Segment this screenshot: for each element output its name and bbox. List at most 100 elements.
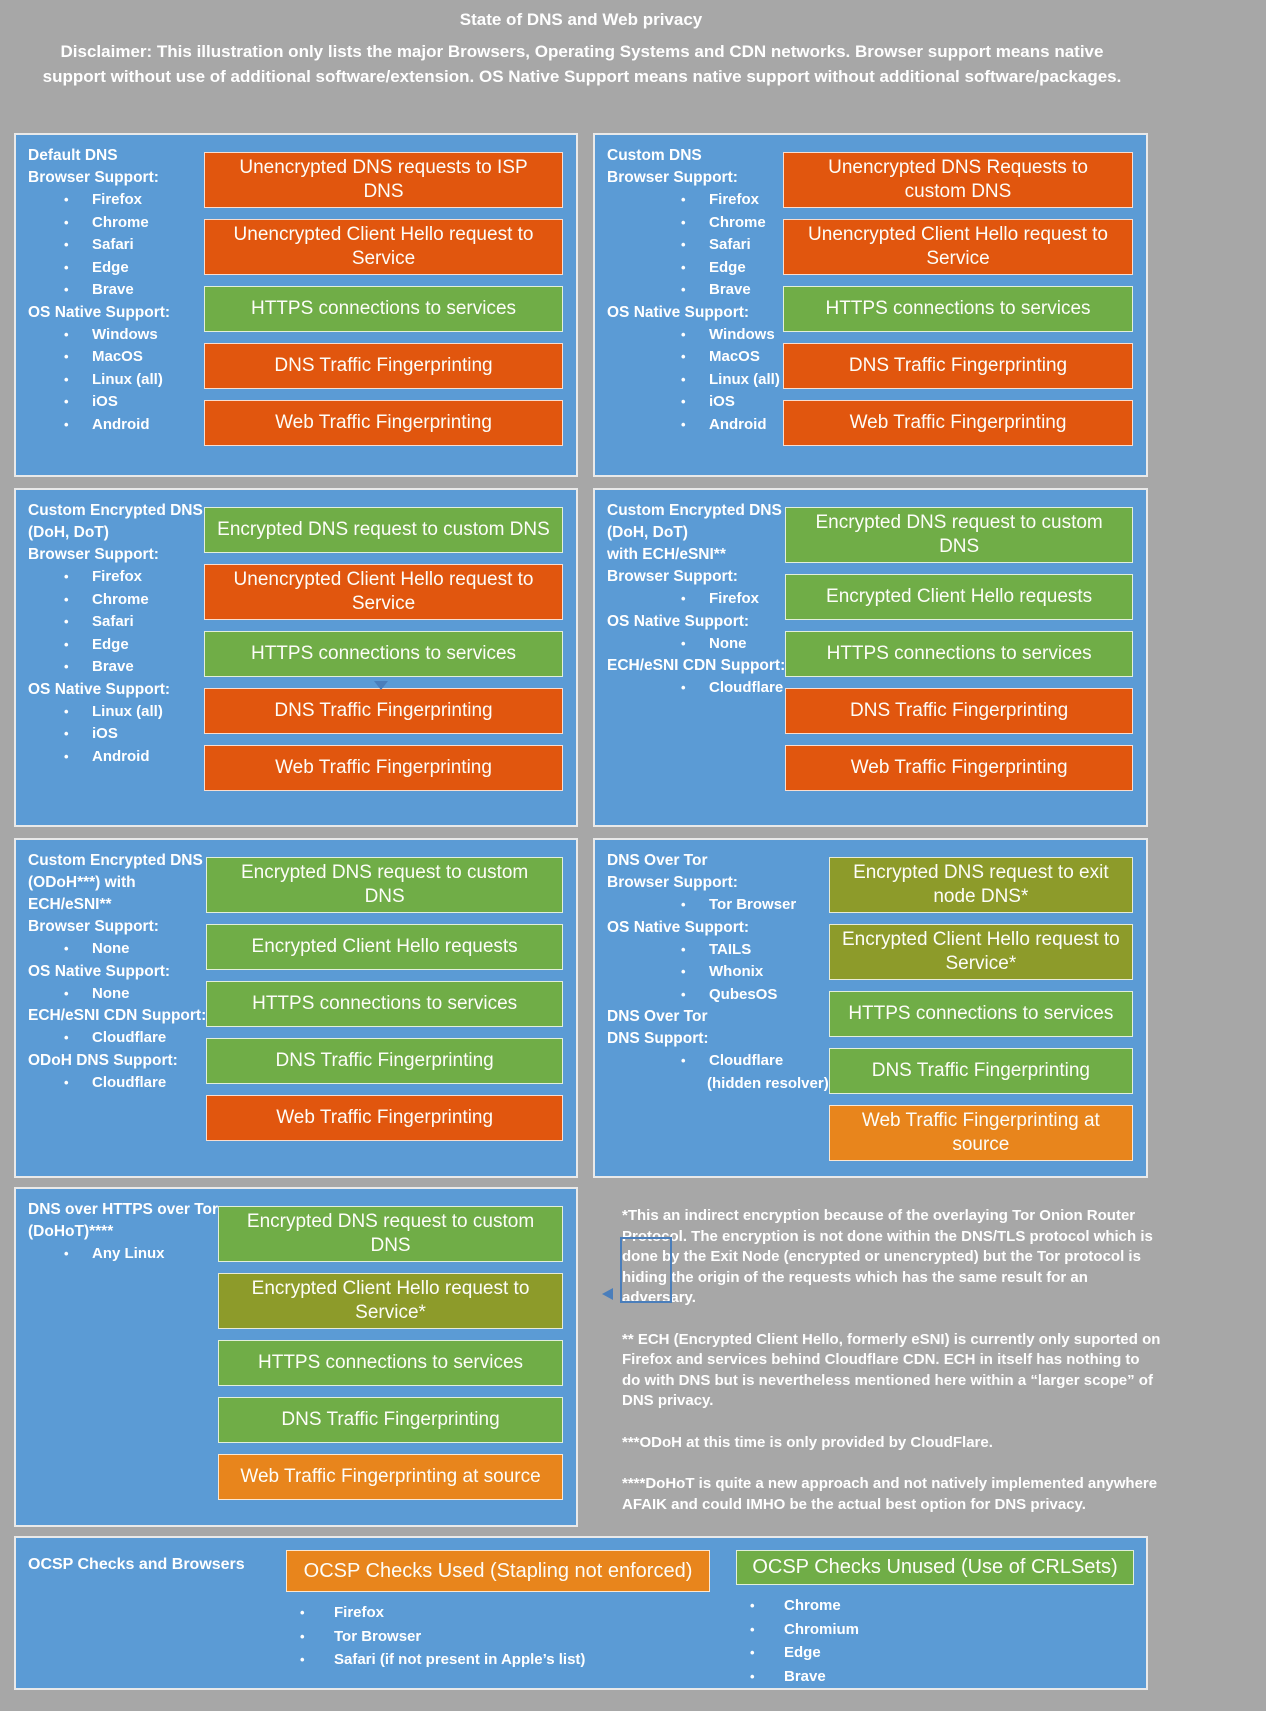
status-bar-bad: Unencrypted Client Hello request to Serv… bbox=[204, 564, 563, 620]
bullet-icon: • bbox=[64, 569, 69, 584]
bullet-icon: • bbox=[64, 416, 69, 432]
bullet-icon: • bbox=[64, 636, 69, 652]
status-bar-good: Encrypted DNS request to custom DNS bbox=[785, 507, 1133, 563]
status-bar-bad: DNS Traffic Fingerprinting bbox=[785, 688, 1133, 734]
ocsp-used-browser-list: • Firefox • Tor Browser • Safari (if not pres… bbox=[286, 1601, 710, 1672]
bullet-text: None bbox=[92, 984, 130, 1002]
bullet-text: iOS bbox=[92, 725, 118, 742]
panel-bars-column: Unencrypted DNS Requests to custom DNS Un… bbox=[783, 135, 1146, 475]
label-header: Browser Support: bbox=[607, 169, 738, 186]
label-bullet-item: • None bbox=[28, 983, 206, 1006]
label-bullet-item: • iOS bbox=[28, 391, 204, 414]
label-bullet-item: • Edge bbox=[607, 257, 783, 280]
page-title: State of DNS and Web privacy bbox=[459, 10, 703, 29]
label-header: OS Native Support: bbox=[607, 918, 750, 936]
bullet-icon: • bbox=[681, 326, 686, 342]
label-bullet-item: • Edge bbox=[28, 634, 204, 657]
status-bar-bad: Web Traffic Fingerprinting bbox=[204, 745, 563, 791]
bullet-text: MacOS bbox=[92, 348, 143, 365]
label-bullet-item: • Windows bbox=[28, 324, 204, 347]
panel-custom-encrypted-dns-odoh-ech-esni: Custom Encrypted DNS (ODoH***) with ECH/eS… bbox=[14, 838, 578, 1178]
panel-label-column: Custom DNS Browser Support: • Firefox • Chrom… bbox=[595, 135, 783, 475]
status-bar-good: HTTPS connections to services bbox=[206, 981, 563, 1027]
bullet-icon: • bbox=[64, 614, 69, 629]
panel-label-column: Default DNS Browser Support: • Firefox • Chro… bbox=[16, 135, 204, 475]
label-subnote: (hidden resolver) bbox=[707, 1074, 829, 1092]
callout-box-artifact bbox=[620, 1237, 672, 1303]
bullet-text: Tor Browser bbox=[709, 896, 797, 913]
label-header: OS Native Support: bbox=[28, 962, 171, 980]
bullet-text: Brave bbox=[92, 281, 134, 298]
bullet-text: Chrome bbox=[92, 590, 149, 608]
bullet-icon: • bbox=[300, 1628, 305, 1644]
bullet-text: Cloudflare bbox=[709, 1052, 784, 1069]
browser-list-item: • Firefox bbox=[286, 1601, 710, 1625]
label-header: DNS Support: bbox=[607, 1030, 709, 1047]
status-bar-warn: Web Traffic Fingerprinting at source bbox=[218, 1454, 563, 1500]
label-header: OS Native Support: bbox=[607, 612, 750, 630]
bullet-icon: • bbox=[64, 748, 69, 764]
panel-bars-column: Encrypted DNS request to custom DNS Unenc… bbox=[204, 490, 576, 825]
bullet-text: Brave bbox=[709, 281, 751, 298]
bullet-text: Edge bbox=[784, 1644, 821, 1661]
bullet-icon: • bbox=[64, 726, 69, 741]
bullet-text: Windows bbox=[709, 325, 775, 343]
label-bullet-item: • Brave bbox=[28, 656, 204, 679]
panel-bars-column: Unencrypted DNS requests to ISP DNS Unenc… bbox=[204, 135, 576, 475]
status-bar-bad: Unencrypted DNS requests to ISP DNS bbox=[204, 152, 563, 208]
bullet-text: Firefox bbox=[92, 191, 143, 208]
ocsp-group-used: OCSP Checks Used (Stapling not enforced)… bbox=[286, 1550, 710, 1688]
label-bullet-item: • MacOS bbox=[607, 346, 783, 369]
status-bar-good: HTTPS connections to services bbox=[783, 286, 1133, 332]
label-bullet-item: • Safari bbox=[607, 234, 783, 257]
bullet-icon: • bbox=[681, 214, 686, 230]
bullet-text: Linux (all) bbox=[92, 702, 163, 720]
status-bar-good: Encrypted Client Hello requests bbox=[206, 924, 563, 970]
status-bar-bad: Web Traffic Fingerprinting bbox=[204, 400, 563, 446]
panel-label-column: Custom Encrypted DNS (DoH, DoT) with ECH/e… bbox=[595, 490, 785, 825]
bullet-icon: • bbox=[681, 394, 686, 409]
label-bullet-item: • Brave bbox=[607, 279, 783, 302]
bullet-text: None bbox=[709, 634, 747, 652]
bullet-icon: • bbox=[681, 680, 686, 695]
status-bar-bad: Unencrypted DNS Requests to custom DNS bbox=[783, 152, 1133, 208]
label-header: OS Native Support: bbox=[28, 680, 171, 698]
label-bullet-item: • Cloudflare bbox=[28, 1027, 206, 1050]
bullet-text: Tor Browser bbox=[334, 1627, 422, 1645]
bullet-icon: • bbox=[64, 282, 69, 297]
status-bar-good: Encrypted DNS request to custom DNS bbox=[204, 507, 563, 553]
bullet-icon: • bbox=[681, 986, 686, 1002]
status-bar-bad: Web Traffic Fingerprinting bbox=[783, 400, 1133, 446]
bullet-icon: • bbox=[64, 192, 69, 207]
label-header: Browser Support: bbox=[28, 918, 159, 935]
label-bullet-item: • iOS bbox=[28, 723, 204, 746]
label-header: (DoH, DoT) bbox=[28, 524, 109, 541]
label-header: ODoH DNS Support: bbox=[28, 1051, 178, 1069]
bullet-icon: • bbox=[681, 964, 686, 979]
label-bullet-item: • Safari bbox=[28, 234, 204, 257]
browser-list-item: • Brave bbox=[736, 1665, 1134, 1689]
bullet-icon: • bbox=[64, 1074, 69, 1090]
bullet-icon: • bbox=[64, 326, 69, 342]
label-bullet-item: • Firefox bbox=[607, 588, 785, 611]
label-bullet-item: • Firefox bbox=[28, 566, 204, 589]
label-bullet-item: • Safari bbox=[28, 611, 204, 634]
label-header: with ECH/eSNI** bbox=[607, 546, 726, 563]
label-header: Custom Encrypted DNS bbox=[28, 852, 203, 869]
label-header: OS Native Support: bbox=[28, 303, 171, 321]
status-bar-indirect: Encrypted DNS request to exit node DNS* bbox=[828, 857, 1133, 913]
panel-dns-over-tor: DNS Over Tor Browser Support: • Tor Browser… bbox=[593, 838, 1148, 1178]
status-bar-bad: Web Traffic Fingerprinting bbox=[785, 745, 1133, 791]
bullet-text: Android bbox=[92, 747, 150, 765]
bullet-text: Cloudflare bbox=[709, 679, 784, 696]
label-bullet-item: • Linux (all) bbox=[607, 369, 783, 392]
label-header: ECH/eSNI** bbox=[28, 896, 112, 913]
panel-label-column: Custom Encrypted DNS (ODoH***) with ECH/eS… bbox=[16, 840, 206, 1176]
label-header: DNS Over Tor bbox=[607, 1008, 708, 1025]
bullet-text: Android bbox=[92, 415, 150, 433]
label-bullet-item: • Linux (all) bbox=[28, 369, 204, 392]
status-bar-bad: DNS Traffic Fingerprinting bbox=[783, 343, 1133, 389]
label-bullet-item: • Cloudflare bbox=[607, 677, 785, 700]
bullet-text: Firefox bbox=[709, 191, 760, 208]
